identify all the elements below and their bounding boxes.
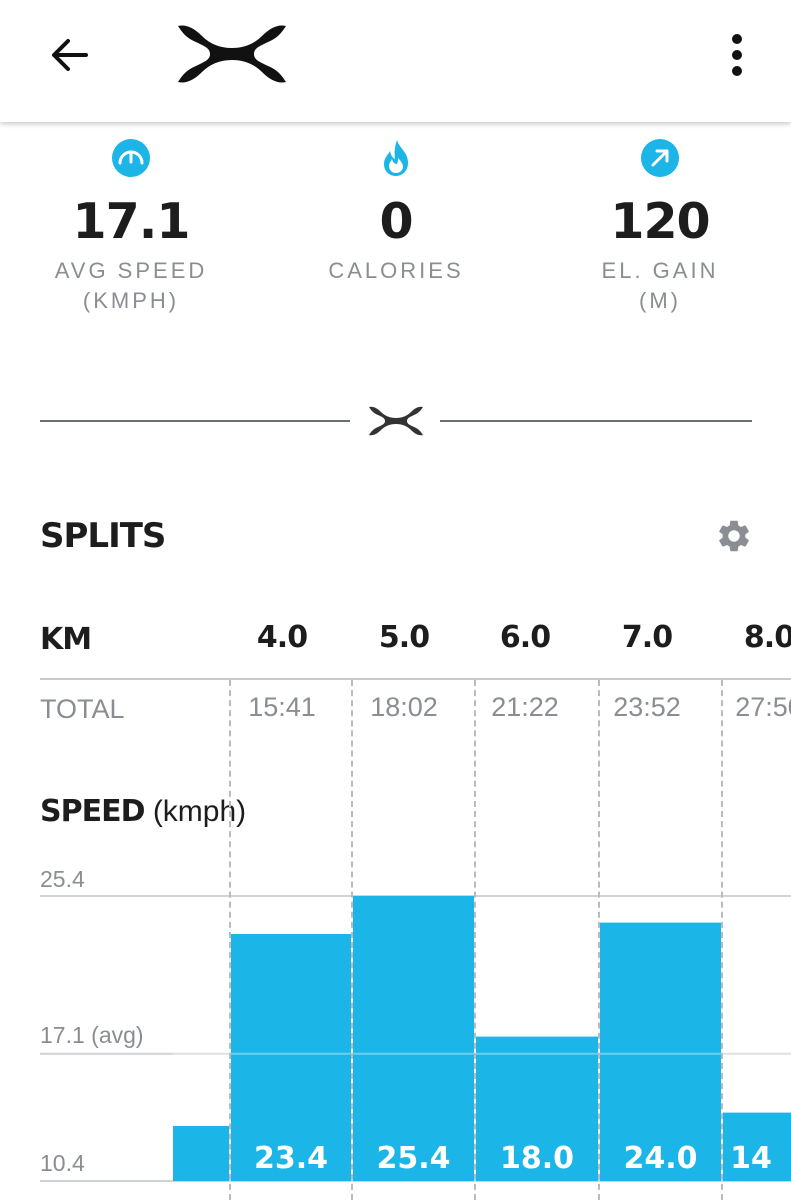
divider-line-right bbox=[440, 420, 752, 422]
speed-chart-title: SPEED (kmph) bbox=[40, 794, 246, 829]
stat-calories: 0 CALORIES bbox=[276, 138, 516, 286]
calories-value: 0 bbox=[379, 193, 413, 250]
row-separator bbox=[40, 678, 791, 680]
more-vertical-icon bbox=[732, 34, 742, 76]
avg-speed-unit: (KMPH) bbox=[82, 288, 180, 313]
total-time-value: 21:22 bbox=[491, 692, 559, 722]
elevation-gain-value: 120 bbox=[610, 193, 710, 250]
speed-value-label: 23.4 bbox=[254, 1141, 328, 1176]
back-button[interactable] bbox=[40, 26, 100, 84]
speed-value-label: 25.4 bbox=[376, 1141, 450, 1176]
avg-speed-label: AVG SPEED bbox=[54, 258, 208, 283]
more-options-button[interactable] bbox=[712, 26, 762, 84]
km-header: KM bbox=[40, 622, 92, 657]
speed-value-label: 24.0 bbox=[623, 1141, 697, 1176]
avg-speed-value: 17.1 bbox=[72, 193, 191, 250]
speed-bar bbox=[173, 1126, 229, 1181]
speed-bar bbox=[600, 922, 721, 1181]
gear-icon bbox=[719, 520, 749, 552]
stat-avg-speed: 17.1 AVG SPEED (KMPH) bbox=[11, 138, 251, 316]
app-bar bbox=[0, 0, 791, 122]
column-divider bbox=[474, 680, 476, 1200]
column-divider bbox=[229, 680, 231, 1200]
flame-icon bbox=[384, 140, 408, 176]
under-armour-divider-logo bbox=[369, 406, 423, 436]
column-divider bbox=[721, 680, 723, 1200]
speed-bar bbox=[353, 896, 474, 1181]
total-time-value: 23:52 bbox=[613, 692, 681, 722]
axis-avg-label: 17.1 (avg) bbox=[40, 1022, 144, 1048]
under-armour-logo bbox=[178, 25, 286, 83]
km-column-label: 7.0 bbox=[621, 620, 673, 655]
splits-settings-button[interactable] bbox=[712, 514, 756, 558]
km-column-label: 6.0 bbox=[499, 620, 551, 655]
km-column-label: 8.0 bbox=[743, 620, 791, 655]
axis-min-label: 10.4 bbox=[40, 1150, 85, 1176]
elevation-gain-unit: (M) bbox=[639, 288, 681, 313]
speedometer-icon bbox=[112, 139, 150, 177]
arrow-left-icon bbox=[52, 39, 88, 71]
elevation-gain-label: EL. GAIN bbox=[601, 258, 719, 283]
stat-elevation-gain: 120 EL. GAIN (M) bbox=[540, 138, 780, 316]
axis-max-label: 25.4 bbox=[40, 866, 85, 892]
total-time-value: 15:41 bbox=[248, 692, 316, 722]
splits-title: SPLITS bbox=[40, 516, 166, 556]
calories-label: CALORIES bbox=[328, 258, 464, 283]
speed-bar bbox=[476, 1036, 598, 1181]
column-divider bbox=[598, 680, 600, 1200]
speed-bar bbox=[723, 1112, 791, 1181]
speed-bar bbox=[231, 934, 351, 1181]
total-label: TOTAL bbox=[40, 694, 125, 724]
speed-title-label: SPEED bbox=[40, 794, 145, 829]
total-time-value: 27:50 bbox=[735, 692, 791, 722]
speed-value-label: 14 bbox=[730, 1141, 772, 1176]
km-column-label: 4.0 bbox=[256, 620, 308, 655]
total-time-value: 18:02 bbox=[370, 692, 438, 722]
speed-value-label: 18.0 bbox=[500, 1141, 574, 1176]
divider-line-left bbox=[40, 420, 350, 422]
column-divider bbox=[351, 680, 353, 1200]
arrow-up-right-icon bbox=[641, 139, 679, 177]
km-column-label: 5.0 bbox=[378, 620, 430, 655]
